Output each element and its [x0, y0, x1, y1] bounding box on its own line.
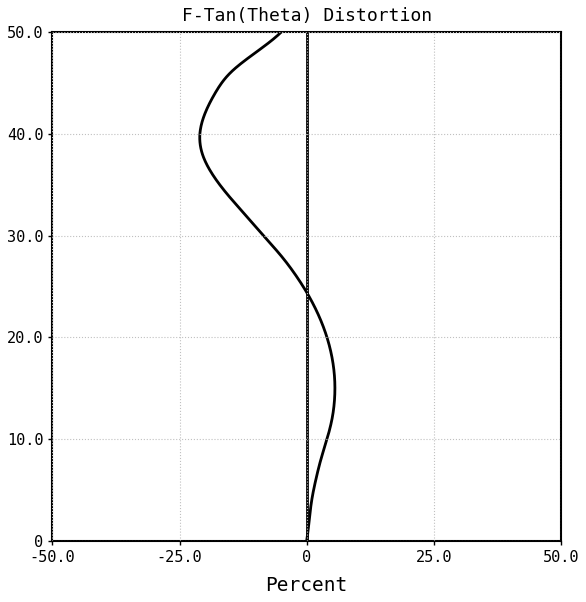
Title: F-Tan(Theta) Distortion: F-Tan(Theta) Distortion [182, 7, 432, 25]
X-axis label: Percent: Percent [265, 576, 347, 595]
